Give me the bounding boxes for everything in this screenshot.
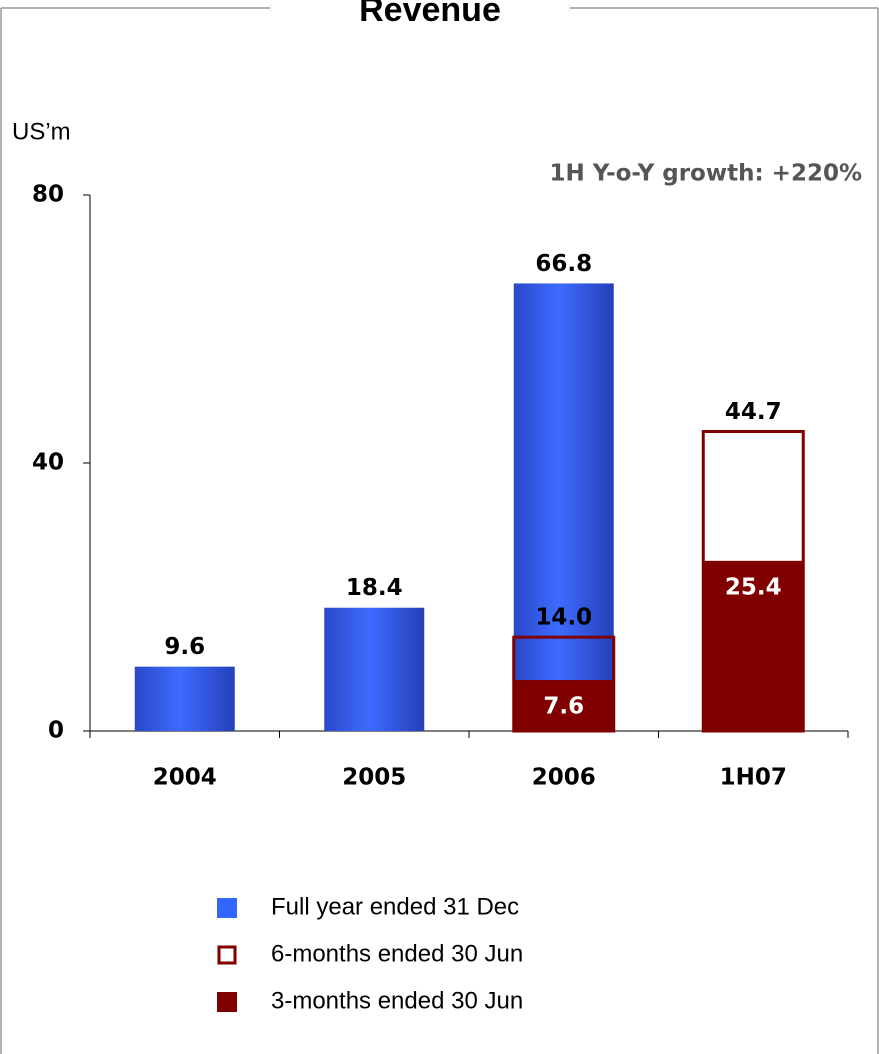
frame (0, 7, 879, 1054)
bar (513, 680, 614, 731)
legend-label: Full year ended 31 Dec (271, 893, 519, 920)
value-label: 14.0 (535, 605, 592, 631)
y-axis-label: US’m (12, 118, 71, 145)
value-label: 9.6 (164, 634, 205, 660)
value-label: 25.4 (725, 574, 782, 600)
value-label: 18.4 (346, 575, 403, 601)
x-tick-label: 1H07 (720, 765, 787, 791)
legend-label: 3-months ended 30 Jun (271, 987, 523, 1014)
bar (324, 607, 425, 731)
x-tick-label: 2006 (532, 765, 596, 791)
legend-swatch (217, 945, 237, 965)
value-label: 44.7 (725, 399, 782, 425)
y-tick-label: 80 (32, 182, 64, 208)
value-label: 7.6 (543, 694, 584, 720)
chart-title: Revenue (359, 0, 501, 29)
y-tick-label: 40 (32, 450, 64, 476)
bar (513, 283, 614, 731)
legend-swatch (217, 898, 237, 918)
y-tick-label: 0 (48, 718, 64, 744)
bar (703, 560, 804, 731)
legend-swatch (217, 992, 237, 1012)
legend-label: 6-months ended 30 Jun (271, 940, 523, 967)
annotation: 1H Y-o-Y growth: +220% (550, 161, 862, 187)
value-label: 66.8 (535, 251, 592, 277)
x-tick-label: 2005 (342, 765, 406, 791)
bar (134, 666, 235, 731)
x-tick-label: 2004 (153, 765, 217, 791)
